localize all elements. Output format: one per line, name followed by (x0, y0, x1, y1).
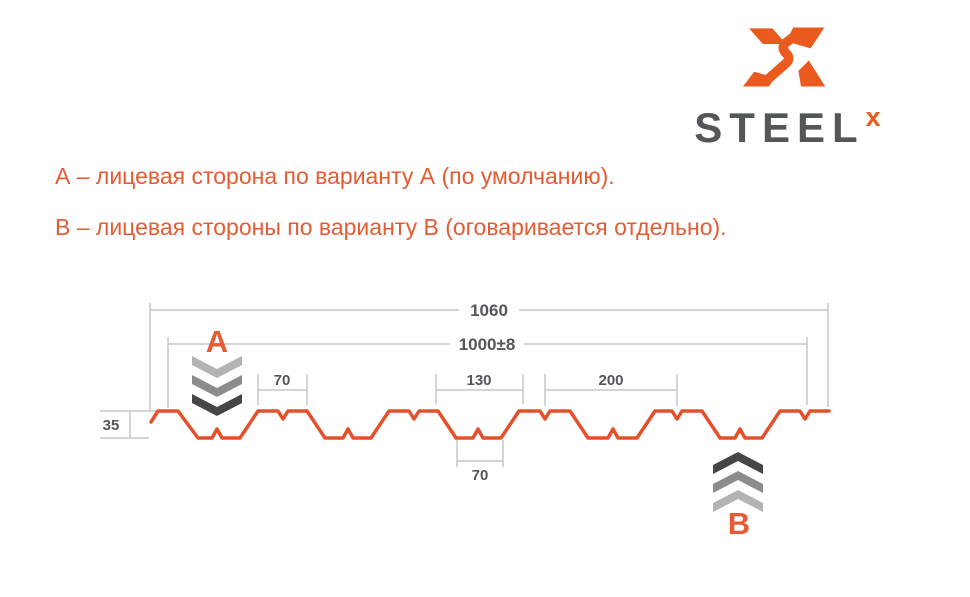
note-variant-b: В – лицевая стороны по варианту В (огова… (55, 214, 727, 240)
dim-label-200: 200 (598, 372, 623, 389)
logo-piece-bottom-left (742, 71, 775, 87)
dim-label-35: 35 (103, 417, 120, 434)
chevron-up-icon (713, 490, 763, 512)
dim-label-1060: 1060 (470, 301, 508, 320)
dim-height-35: 35 (100, 410, 163, 439)
chevron-down-icon (192, 375, 242, 397)
dim-pitch-200: 200 (545, 372, 677, 391)
logo-piece-bottom-right (797, 60, 825, 87)
dim-label-130: 130 (466, 372, 491, 389)
dim-cover-1000: 1000±8 (168, 335, 807, 354)
marker-b-chevrons-up (713, 452, 763, 512)
sheet-profile-line (149, 409, 831, 440)
chevron-down-icon (192, 394, 242, 416)
brand-wordmark: STEELx (694, 104, 880, 149)
dim-overall-1060: 1060 (150, 301, 828, 320)
dim-label-70-bottom: 70 (472, 467, 489, 484)
note-variant-a: А – лицевая сторона по варианту А (по ум… (55, 163, 615, 189)
marker-variant-a: А (192, 324, 242, 416)
logo-ribbon-s (760, 28, 803, 86)
brand-name: STEEL (694, 104, 865, 151)
logo-piece-top-left (748, 28, 786, 44)
dim-valley-70: 70 (457, 460, 503, 484)
steelx-logo: STEELx (660, 16, 915, 149)
marker-a-letter: А (206, 324, 228, 359)
chevron-up-icon (713, 471, 763, 493)
steelx-x-icon (742, 27, 825, 87)
chevron-up-icon (713, 452, 763, 474)
marker-variant-b: В (713, 452, 763, 541)
dim-label-70-top: 70 (274, 372, 291, 389)
marker-a-chevrons-down (192, 356, 242, 416)
brand-sup-x: x (865, 102, 881, 132)
chevron-down-icon (192, 356, 242, 378)
marker-b-letter: В (728, 506, 750, 541)
dim-gap-130: 130 (436, 372, 523, 391)
dim-crest-70: 70 (258, 372, 307, 391)
dim-label-1000: 1000±8 (459, 335, 516, 354)
